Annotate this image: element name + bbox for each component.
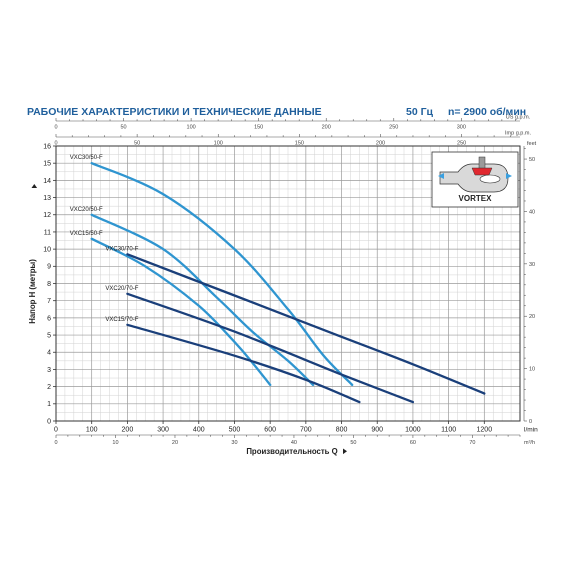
top-axis-tick-label: 200: [376, 141, 385, 147]
y-tick-label: 6: [47, 315, 51, 322]
x-tick-label: 600: [264, 427, 276, 434]
y-tick-label: 12: [43, 212, 51, 219]
vortex-impeller-icon: [438, 156, 512, 193]
feet-tick-label: 50: [529, 157, 535, 163]
y-tick-label: 13: [43, 195, 51, 202]
m3h-tick-label: 60: [410, 440, 416, 446]
y-tick-label: 2: [47, 384, 51, 391]
outlet-arrow-icon: [506, 173, 512, 179]
top-axis-unit-label: US g.p.m.: [506, 115, 531, 121]
top-axis-tick-label: 0: [54, 125, 57, 131]
y-tick-label: 4: [47, 350, 51, 357]
x-tick-label: 200: [122, 427, 134, 434]
m3h-tick-label: 0: [54, 440, 57, 446]
m3h-tick-label: 70: [469, 440, 475, 446]
top-axis-tick-label: 150: [295, 141, 304, 147]
y-tick-label: 10: [43, 247, 51, 254]
series-label-vxc30-70-f: VXC30/70-F: [105, 246, 138, 252]
feet-tick-label: 20: [529, 314, 535, 320]
top-axis-tick-label: 50: [120, 125, 126, 131]
speed-label: n= 2900 об/мин: [448, 106, 527, 118]
chart-axes: 0 100 200 300 400 500 600 700 800 900 1000 1100 1200…: [28, 115, 538, 457]
curve-vxc30-70-f: [126, 253, 486, 395]
x-tick-label: 800: [336, 427, 348, 434]
y-tick-label: 3: [47, 367, 51, 374]
x-tick-label: 1100: [441, 427, 456, 434]
curve-vxc20-50-f: [90, 213, 315, 387]
pump-casing-icon: [439, 163, 509, 193]
top-axis-tick-label: 250: [457, 141, 466, 147]
series-label-vxc15-50-f: VXC15/50-F: [70, 231, 103, 237]
top-axis-tick-label: 200: [322, 125, 331, 131]
x-tick-label: 700: [300, 427, 312, 434]
impeller-icon: [471, 167, 493, 176]
x-unit-label: l/min: [524, 427, 538, 434]
x-tick-label: 900: [371, 427, 383, 434]
inlet-arrow-icon: [438, 173, 444, 179]
curve-vxc20-70-f: [126, 292, 415, 404]
y-tick-label: 9: [47, 264, 51, 271]
chart-title: РАБОЧИЕ ХАРАКТЕРИСТИКИ И ТЕХНИЧЕСКИЕ ДАН…: [27, 106, 322, 118]
y-tick-label: 5: [47, 332, 51, 339]
inset-label: VORTEX: [459, 194, 493, 203]
top-axis-tick-label: 0: [54, 141, 57, 147]
top-axis-tick-label: 50: [134, 141, 140, 147]
curve-vxc30-50-f: [90, 162, 354, 387]
top-axis-tick-label: 300: [457, 125, 466, 131]
x-tick-label: 1000: [405, 427, 421, 434]
y-axis-arrow-icon: [31, 184, 38, 188]
m3h-unit-label: m³/h: [524, 440, 535, 446]
y-tick-label: 15: [43, 161, 51, 168]
top-axis-unit-label: Imp g.p.m.: [505, 131, 531, 137]
y-tick-label: 1: [47, 401, 51, 408]
series-label-vxc20-50-f: VXC20/50-F: [70, 207, 103, 213]
x-tick-label: 1200: [477, 427, 493, 434]
feet-unit-label: feet: [527, 141, 537, 147]
series-label-vxc15-70-f: VXC15/70-F: [105, 317, 138, 323]
x-tick-label: 0: [54, 427, 58, 434]
x-tick-label: 400: [193, 427, 205, 434]
y-axis-title: Напор H (метры): [28, 259, 37, 324]
series-label-vxc30-50-f: VXC30/50-F: [70, 155, 103, 161]
x-axis-title: Производительность Q: [246, 447, 337, 456]
feet-tick-label: 30: [529, 262, 535, 268]
series-label-vxc20-70-f: VXC20/70-F: [105, 286, 138, 292]
shaft-icon: [478, 156, 486, 170]
m3h-tick-label: 30: [231, 440, 237, 446]
curve-vxc15-70-f: [126, 323, 361, 404]
y-tick-label: 7: [47, 298, 51, 305]
vortex-inset: VORTEX: [431, 151, 519, 208]
x-tick-label: 100: [86, 427, 98, 434]
y-tick-label: 16: [43, 143, 51, 150]
x-tick-label: 300: [157, 427, 169, 434]
curve-vxc15-50-f: [90, 237, 272, 387]
y-tick-label: 14: [43, 178, 51, 185]
chart-series: VXC30/50-F VXC20/50-F VXC15/50-F VXC30/70-F…: [70, 155, 486, 404]
y-tick-label: 8: [47, 281, 51, 288]
m3h-tick-label: 50: [350, 440, 356, 446]
feet-tick-label: 0: [529, 419, 532, 425]
y-tick-label: 0: [47, 418, 51, 425]
feet-tick-label: 10: [529, 367, 535, 373]
top-axis-tick-label: 100: [187, 125, 196, 131]
m3h-tick-label: 40: [291, 440, 297, 446]
feet-tick-label: 40: [529, 209, 535, 215]
top-axis-tick-label: 250: [389, 125, 398, 131]
top-axis-tick-label: 100: [214, 141, 223, 147]
frequency-label: 50 Гц: [406, 106, 434, 118]
m3h-tick-label: 20: [172, 440, 178, 446]
y-tick-label: 11: [44, 229, 51, 236]
m3h-tick-label: 10: [112, 440, 118, 446]
x-axis-arrow-icon: [343, 448, 347, 455]
vortex-flow-icon: [479, 174, 501, 184]
x-tick-label: 500: [229, 427, 241, 434]
top-axis-tick-label: 150: [254, 125, 263, 131]
